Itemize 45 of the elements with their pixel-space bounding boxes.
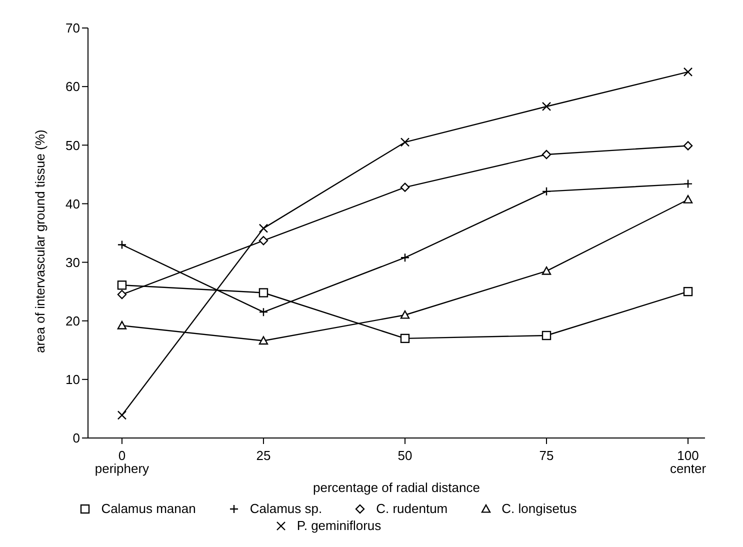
point bbox=[683, 67, 693, 77]
point bbox=[542, 150, 552, 160]
point bbox=[117, 320, 127, 330]
y-tick-label: 70 bbox=[66, 20, 80, 36]
x-tick-label: 75 bbox=[539, 448, 554, 463]
x-tick-label: 100 center bbox=[670, 448, 707, 476]
point bbox=[683, 195, 693, 204]
point bbox=[400, 310, 410, 319]
y-tick-label: 10 bbox=[66, 372, 80, 388]
point bbox=[258, 224, 268, 233]
point bbox=[117, 240, 127, 250]
point bbox=[683, 141, 693, 150]
y-axis-title: area of intervascular ground tissue (%) bbox=[32, 130, 48, 353]
legend-label: Calamus manan bbox=[101, 501, 196, 516]
point bbox=[117, 280, 127, 290]
point bbox=[400, 334, 410, 344]
y-tick-label: 0 bbox=[72, 430, 80, 446]
point bbox=[258, 236, 268, 246]
point bbox=[542, 102, 552, 112]
point bbox=[542, 330, 552, 340]
y-tick-label: 60 bbox=[66, 79, 80, 94]
point bbox=[258, 336, 268, 345]
point bbox=[683, 179, 693, 188]
point bbox=[258, 307, 268, 317]
legend-label: C. longisetus bbox=[502, 501, 577, 516]
point bbox=[258, 288, 268, 298]
point bbox=[117, 410, 127, 420]
legend-label: P. geminiflorus bbox=[296, 518, 382, 533]
point bbox=[400, 138, 410, 147]
y-tick-label: 30 bbox=[66, 254, 80, 270]
y-tick-label: 50 bbox=[66, 138, 80, 153]
point bbox=[400, 182, 410, 192]
y-tick-label: 20 bbox=[66, 313, 80, 328]
y-tick-label: 40 bbox=[66, 196, 80, 212]
point bbox=[683, 286, 693, 296]
legend-label: C. rudentum bbox=[376, 501, 448, 516]
point bbox=[117, 290, 127, 300]
point bbox=[542, 186, 552, 196]
legend-label: Calamus sp. bbox=[250, 501, 322, 516]
x-tick-label: 25 bbox=[256, 448, 271, 463]
point bbox=[542, 266, 552, 275]
point bbox=[400, 253, 410, 262]
x-axis-title: percentage of radial distance bbox=[313, 480, 480, 495]
x-tick-label: 0 periphery bbox=[94, 448, 150, 476]
x-tick-label: 50 bbox=[398, 448, 412, 463]
